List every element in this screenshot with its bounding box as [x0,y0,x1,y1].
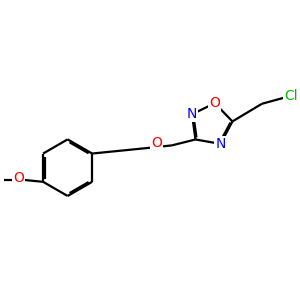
Text: O: O [209,96,220,110]
Text: O: O [151,136,162,150]
Text: Cl: Cl [284,89,297,103]
Text: N: N [187,107,197,121]
Text: N: N [215,137,226,151]
Text: O: O [13,171,24,185]
